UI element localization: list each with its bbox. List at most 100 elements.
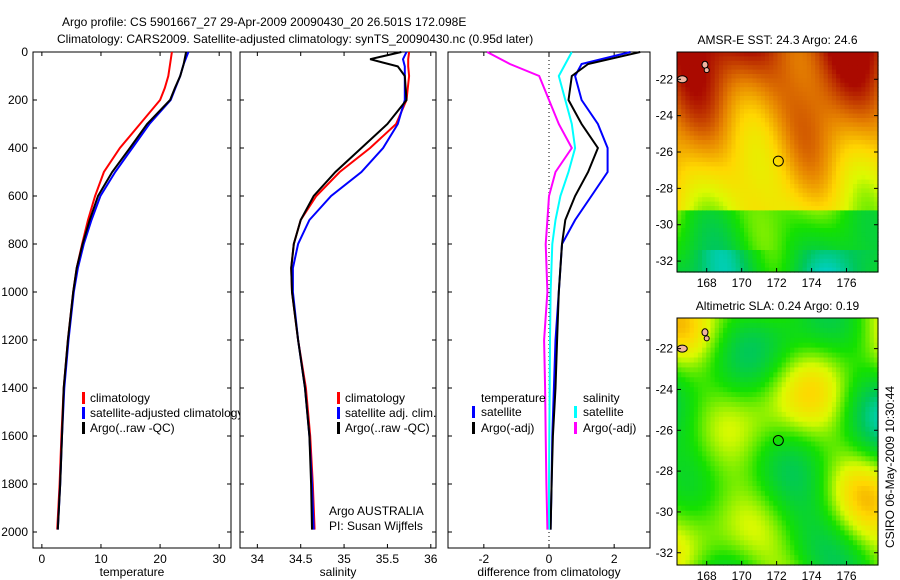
map-cell — [735, 520, 741, 526]
map-cell — [710, 530, 716, 536]
map-cell — [697, 250, 703, 255]
map-cell — [727, 118, 733, 123]
map-cell — [844, 372, 850, 378]
map-cell — [811, 515, 816, 522]
map-cell — [702, 486, 707, 492]
map-cell — [689, 188, 695, 194]
map-cell — [677, 219, 682, 225]
map-cell — [693, 52, 699, 57]
map-cell — [681, 555, 686, 561]
map-cell — [777, 201, 783, 207]
map-cell — [710, 241, 716, 247]
map-cell — [710, 431, 716, 438]
map-cell — [819, 201, 825, 207]
map-cell — [748, 157, 753, 163]
map-cell — [844, 60, 850, 66]
map-cell — [869, 352, 875, 359]
map-cell — [840, 387, 846, 393]
map-cell — [869, 520, 875, 526]
map-cell — [861, 416, 867, 423]
map-cell — [727, 392, 733, 398]
map-cell — [785, 337, 791, 344]
map-cell — [861, 357, 867, 363]
map-cell — [702, 397, 707, 403]
map-cell — [731, 347, 737, 354]
map-cell — [831, 530, 837, 536]
map-cell — [714, 476, 720, 482]
map-cell — [865, 337, 871, 344]
map-cell — [852, 421, 858, 428]
map-cell — [677, 56, 682, 62]
map-cell — [681, 500, 686, 507]
map-cell — [865, 210, 871, 216]
x-tick-label: 168 — [697, 276, 717, 290]
map-cell — [748, 74, 753, 79]
map-cell — [840, 451, 846, 457]
map-cell — [827, 481, 833, 487]
map-cell — [852, 372, 858, 378]
map-cell — [815, 387, 820, 393]
map-cell — [752, 153, 758, 159]
map-cell — [718, 78, 724, 84]
map-cell — [727, 416, 733, 423]
map-cell — [756, 74, 762, 79]
map-cell — [844, 109, 850, 115]
map-cell — [693, 337, 699, 344]
map-cell — [706, 555, 712, 561]
map-cell — [836, 82, 841, 88]
legend-entry: Argo(..raw -QC) — [90, 421, 175, 435]
map-cell — [689, 113, 695, 119]
map-cell — [873, 525, 879, 531]
map-cell — [823, 322, 829, 329]
map-cell — [781, 201, 787, 207]
map-cell — [693, 100, 699, 106]
map-cell — [752, 148, 758, 154]
map-cell — [777, 113, 783, 119]
map-cell — [852, 411, 858, 418]
map-cell — [844, 245, 850, 251]
map-cell — [869, 228, 875, 233]
map-cell — [685, 197, 691, 203]
map-cell — [777, 441, 783, 447]
map-cell — [815, 232, 820, 238]
map-cell — [861, 387, 867, 393]
map-cell — [760, 223, 766, 229]
map-cell — [785, 426, 791, 433]
map-cell — [781, 426, 787, 433]
map-cell — [773, 135, 779, 141]
map-cell — [739, 352, 745, 359]
map-cell — [823, 113, 829, 119]
map-cell — [831, 104, 837, 110]
map-cell — [827, 219, 833, 225]
map-cell — [861, 91, 867, 97]
map-cell — [723, 392, 728, 398]
map-cell — [769, 258, 774, 264]
map-cell — [706, 241, 712, 247]
map-cell — [848, 411, 854, 418]
map-cell — [869, 69, 875, 75]
map-cell — [848, 382, 854, 388]
map-cell — [781, 184, 787, 189]
map-cell — [685, 219, 691, 225]
map-cell — [857, 170, 862, 176]
map-cell — [689, 254, 695, 260]
map-cell — [819, 421, 825, 428]
map-cell — [723, 406, 728, 413]
map-cell — [710, 377, 716, 383]
map-cell — [764, 476, 770, 482]
map-cell — [685, 481, 691, 487]
map-cell — [744, 197, 749, 203]
map-cell — [764, 431, 770, 438]
map-cell — [693, 510, 699, 517]
map-cell — [790, 530, 795, 536]
map-cell — [727, 60, 733, 66]
map-cell — [815, 188, 820, 194]
map-cell — [710, 140, 716, 145]
map-cell — [865, 357, 871, 363]
map-cell — [714, 466, 720, 472]
map-cell — [764, 236, 770, 242]
map-cell — [777, 197, 783, 203]
map-cell — [840, 505, 846, 512]
map-cell — [702, 421, 707, 428]
map-cell — [844, 166, 850, 172]
